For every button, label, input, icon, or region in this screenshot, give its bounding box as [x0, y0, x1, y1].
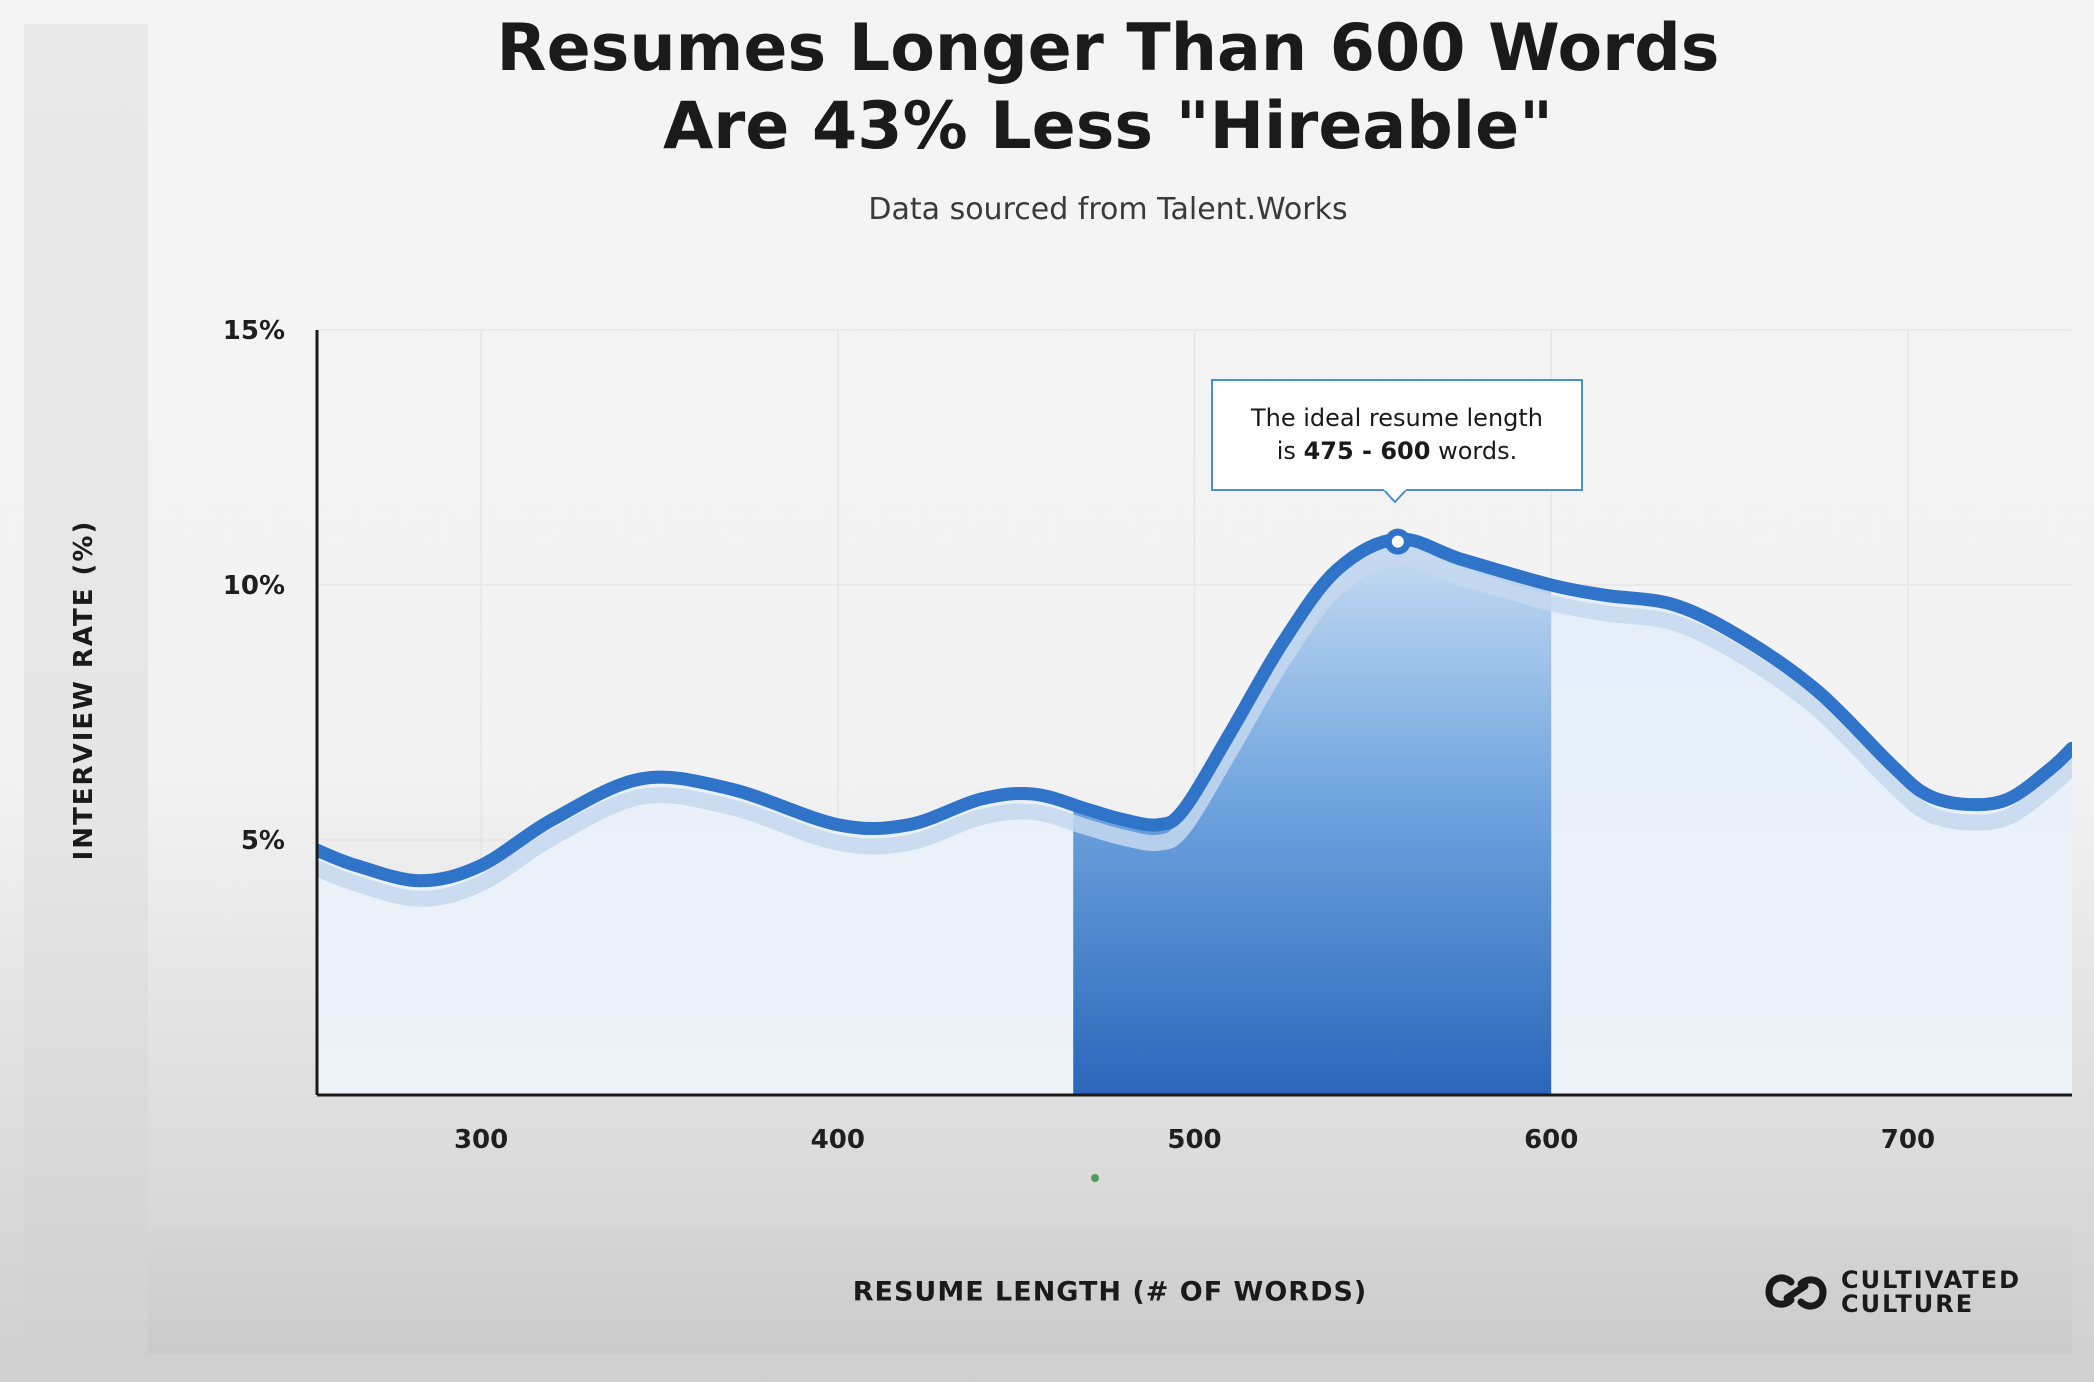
y-axis-title: INTERVIEW RATE (%) [69, 519, 99, 861]
series-line-shadow [317, 549, 2072, 907]
cursor-dot [1091, 1174, 1099, 1182]
y-tick-label: 5% [241, 826, 285, 856]
x-tick-label: 300 [454, 1125, 508, 1155]
ideal-range-highlight [1073, 539, 1552, 1095]
logo-text: CULTIVATED CULTURE [1841, 1268, 2021, 1316]
footer-band [148, 1230, 2072, 1354]
series-line [317, 532, 2072, 888]
callout-line-1: The ideal resume length [1250, 404, 1544, 432]
peak-marker-dot [1391, 535, 1404, 548]
callout-suffix: words. [1430, 437, 1518, 465]
callout-pointer [1383, 489, 1407, 503]
logo-line-2: CULTURE [1841, 1290, 1975, 1318]
cultivated-culture-logo: CULTIVATED CULTURE [1765, 1268, 2021, 1316]
link-chain-icon [1765, 1274, 1827, 1310]
ideal-length-callout: The ideal resume length is 475 - 600 wor… [1211, 379, 1583, 491]
x-tick-label: 500 [1167, 1125, 1221, 1155]
x-tick-label: 600 [1524, 1125, 1578, 1155]
x-axis-title: RESUME LENGTH (# OF WORDS) [852, 1276, 1368, 1308]
x-tick-label: 400 [811, 1125, 865, 1155]
x-tick-label: 700 [1881, 1125, 1935, 1155]
callout-range: 475 - 600 [1303, 437, 1431, 465]
callout-text: The ideal resume length is 475 - 600 wor… [1251, 402, 1543, 468]
chart-subtitle: Data sourced from Talent.Works [868, 192, 1348, 227]
chart-title-line-1: Resumes Longer Than 600 Words [496, 11, 1720, 86]
left-side-strip [24, 24, 148, 1354]
callout-prefix: is [1276, 437, 1304, 465]
y-tick-label: 10% [223, 571, 285, 601]
y-tick-label: 15% [223, 316, 285, 346]
logo-line-1: CULTIVATED [1841, 1266, 2022, 1294]
chart-title: Resumes Longer Than 600 Words Are 43% Le… [0, 10, 2094, 166]
chart-title-line-2: Are 43% Less "Hireable" [662, 89, 1554, 164]
